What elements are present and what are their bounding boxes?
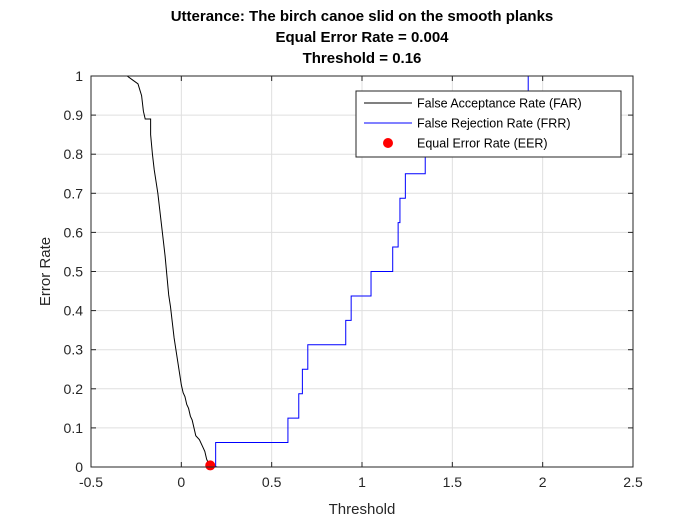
legend-eer-marker	[383, 138, 393, 148]
y-tick-label: 0.4	[64, 303, 84, 319]
x-tick-label: 0	[177, 474, 185, 490]
title-line-1: Utterance: The birch canoe slid on the s…	[171, 8, 554, 25]
x-tick-label: 2	[539, 474, 547, 490]
y-tick-label: 0.3	[64, 342, 84, 358]
y-tick-label: 0.8	[64, 146, 84, 162]
title-line-3: Threshold = 0.16	[303, 50, 422, 67]
y-tick-label: 0.9	[64, 107, 84, 123]
y-tick-label: 0.6	[64, 224, 84, 240]
legend-label: False Acceptance Rate (FAR)	[417, 97, 582, 111]
ticks: -0.5 0 0.5 1 1.5 2 2.500.10.20.30.40.50.60.70.…	[64, 68, 643, 490]
legend-label: Equal Error Rate (EER)	[417, 137, 548, 151]
y-tick-label: 1	[75, 68, 83, 84]
x-axis-label: Threshold	[329, 501, 396, 518]
title-line-2: Equal Error Rate = 0.004	[276, 29, 450, 46]
x-tick-label: 1	[358, 474, 366, 490]
y-tick-label: 0.5	[64, 264, 84, 280]
far-line	[91, 75, 633, 468]
eer-point	[205, 460, 216, 471]
legend: False Acceptance Rate (FAR) False Rejecti…	[355, 90, 622, 158]
y-tick-label: 0.2	[64, 381, 84, 397]
y-tick-label: 0.1	[64, 420, 84, 436]
x-tick-label: 0.5	[262, 474, 282, 490]
y-tick-label: 0	[75, 459, 83, 475]
legend-label: False Rejection Rate (FRR)	[417, 117, 571, 131]
legend-box	[355, 90, 622, 158]
chart-title: Utterance: The birch canoe slid on the s…	[171, 8, 554, 67]
x-tick-label: 2.5	[623, 474, 643, 490]
x-tick-label: 1.5	[443, 474, 463, 490]
x-tick-label: -0.5	[79, 474, 103, 490]
y-tick-label: 0.7	[64, 185, 84, 201]
y-axis-label: Error Rate	[37, 237, 54, 306]
